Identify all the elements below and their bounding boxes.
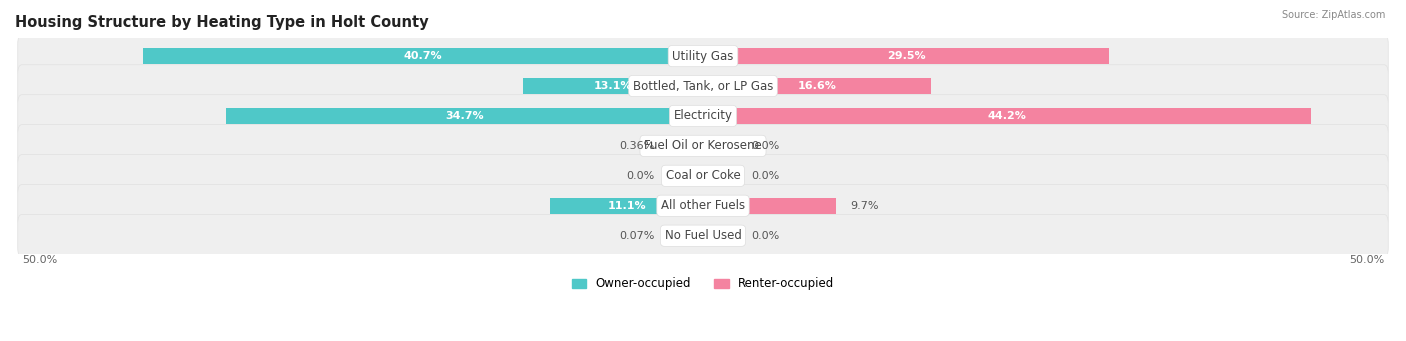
FancyBboxPatch shape bbox=[18, 35, 1388, 77]
Text: Bottled, Tank, or LP Gas: Bottled, Tank, or LP Gas bbox=[633, 79, 773, 92]
Text: 16.6%: 16.6% bbox=[797, 81, 837, 91]
Text: 13.1%: 13.1% bbox=[593, 81, 633, 91]
Bar bbox=[703, 48, 1109, 64]
Text: No Fuel Used: No Fuel Used bbox=[665, 229, 741, 242]
Text: 9.7%: 9.7% bbox=[851, 201, 879, 211]
Bar bbox=[703, 228, 737, 243]
Bar bbox=[703, 138, 737, 154]
Text: Source: ZipAtlas.com: Source: ZipAtlas.com bbox=[1281, 10, 1385, 20]
Bar bbox=[523, 78, 703, 94]
Text: 0.0%: 0.0% bbox=[751, 171, 779, 181]
Bar bbox=[550, 198, 703, 213]
FancyBboxPatch shape bbox=[18, 65, 1388, 107]
Text: 0.0%: 0.0% bbox=[751, 231, 779, 241]
Text: Electricity: Electricity bbox=[673, 109, 733, 122]
Bar bbox=[225, 108, 703, 124]
Text: 0.0%: 0.0% bbox=[627, 171, 655, 181]
Text: Fuel Oil or Kerosene: Fuel Oil or Kerosene bbox=[644, 139, 762, 152]
Bar bbox=[703, 198, 837, 213]
Text: 0.07%: 0.07% bbox=[620, 231, 655, 241]
Text: 34.7%: 34.7% bbox=[444, 111, 484, 121]
Bar bbox=[669, 228, 703, 243]
FancyBboxPatch shape bbox=[18, 214, 1388, 257]
Text: Coal or Coke: Coal or Coke bbox=[665, 169, 741, 182]
Text: 44.2%: 44.2% bbox=[987, 111, 1026, 121]
Text: 0.36%: 0.36% bbox=[620, 141, 655, 151]
Text: 0.0%: 0.0% bbox=[751, 141, 779, 151]
Text: Housing Structure by Heating Type in Holt County: Housing Structure by Heating Type in Hol… bbox=[15, 15, 429, 30]
Text: All other Fuels: All other Fuels bbox=[661, 199, 745, 212]
FancyBboxPatch shape bbox=[18, 125, 1388, 167]
Text: 50.0%: 50.0% bbox=[22, 255, 58, 265]
Bar bbox=[703, 168, 737, 183]
Text: 11.1%: 11.1% bbox=[607, 201, 645, 211]
FancyBboxPatch shape bbox=[18, 184, 1388, 227]
Text: 29.5%: 29.5% bbox=[887, 51, 925, 61]
Text: 40.7%: 40.7% bbox=[404, 51, 443, 61]
FancyBboxPatch shape bbox=[18, 95, 1388, 137]
Bar bbox=[669, 168, 703, 183]
Bar bbox=[143, 48, 703, 64]
Text: Utility Gas: Utility Gas bbox=[672, 49, 734, 63]
FancyBboxPatch shape bbox=[18, 154, 1388, 197]
Bar bbox=[669, 138, 703, 154]
Text: 50.0%: 50.0% bbox=[1348, 255, 1384, 265]
Bar bbox=[703, 78, 931, 94]
Legend: Owner-occupied, Renter-occupied: Owner-occupied, Renter-occupied bbox=[567, 273, 839, 295]
Bar bbox=[703, 108, 1312, 124]
